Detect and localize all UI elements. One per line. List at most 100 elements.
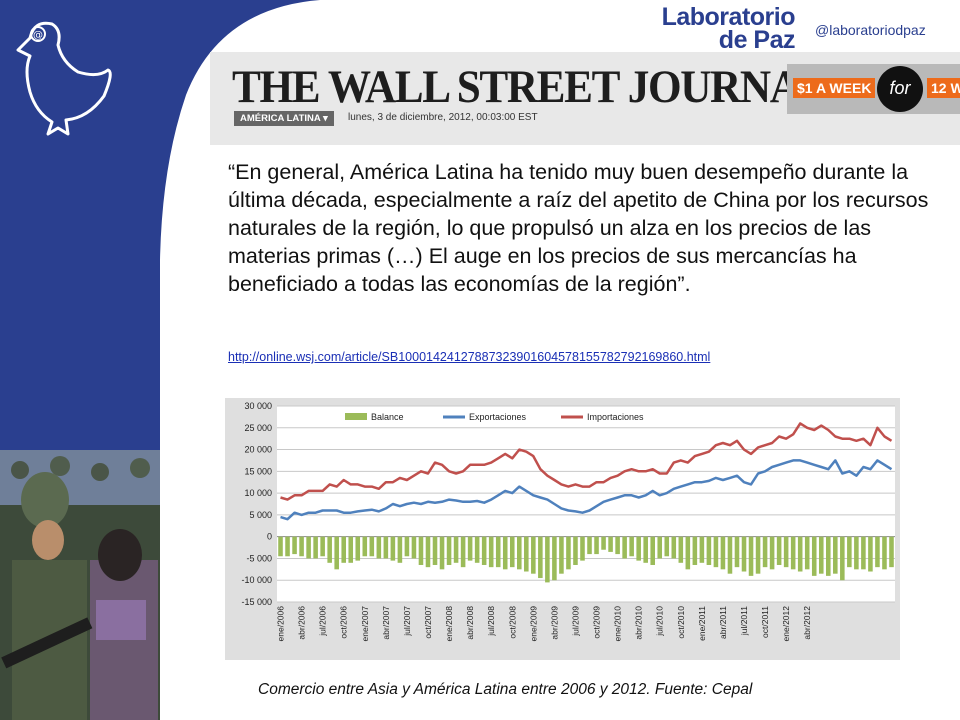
brand-logo: Laboratorio de Paz <box>661 3 796 53</box>
balance-bar <box>713 536 719 568</box>
balance-bar <box>573 536 578 565</box>
chart-legend: Balance Exportaciones Importaciones <box>345 412 644 422</box>
subscription-ad[interactable]: $1 A WEEK for 12 WE <box>787 64 960 114</box>
y-tick-label: 25 000 <box>244 423 272 433</box>
y-tick-label: -10 000 <box>241 575 272 585</box>
balance-bar <box>397 536 403 563</box>
balance-bar <box>818 536 824 574</box>
ad-weeks: 12 WE <box>927 78 960 98</box>
legend-swatch <box>345 413 367 420</box>
trade-chart: 30 000 25 000 20 000 15 000 10 000 5 000 0 -5 0… <box>225 398 900 660</box>
balance-bar <box>552 536 557 581</box>
ad-price: $1 A WEEK <box>793 78 876 98</box>
balance-bars <box>278 536 894 583</box>
balance-bar <box>390 536 396 561</box>
balance-bar <box>404 536 410 557</box>
balance-bar <box>467 536 473 561</box>
x-tick-label: abr/2008 <box>465 606 475 640</box>
balance-bar <box>826 536 831 576</box>
dove-icon: @ <box>16 21 112 136</box>
balance-bar <box>755 536 761 574</box>
balance-bar <box>566 536 571 570</box>
balance-bar <box>502 536 508 570</box>
x-tick-label: abr/2009 <box>549 606 559 640</box>
x-tick-label: ene/2007 <box>360 606 370 642</box>
balance-bar <box>559 536 564 574</box>
balance-bar <box>334 536 339 570</box>
x-tick-label: ene/2008 <box>444 606 454 642</box>
balance-bar <box>868 536 873 572</box>
balance-bar <box>776 536 782 565</box>
balance-bar <box>425 536 431 568</box>
balance-bar <box>369 536 375 557</box>
balance-bar <box>720 536 726 570</box>
balance-bar <box>650 536 655 565</box>
article-link[interactable]: http://online.wsj.com/article/SB10001424… <box>228 350 711 364</box>
balance-bar <box>594 536 599 555</box>
x-tick-label: oct/2010 <box>676 606 686 639</box>
x-tick-label: jul/2008 <box>486 606 496 637</box>
y-axis-ticks: 30 000 25 000 20 000 15 000 10 000 5 000 0 -5 0… <box>241 401 272 607</box>
x-tick-label: jul/2007 <box>402 606 412 637</box>
balance-bar <box>488 536 494 568</box>
x-tick-label: oct/2008 <box>507 606 517 639</box>
ad-for: for <box>877 66 923 112</box>
y-tick-label: 0 <box>267 532 272 542</box>
balance-bar <box>636 536 641 561</box>
y-tick-label: 20 000 <box>244 445 272 455</box>
balance-bar <box>348 536 354 563</box>
balance-bar <box>833 536 838 574</box>
x-tick-label: oct/2011 <box>760 606 770 638</box>
chart-caption: Comercio entre Asia y América Latina ent… <box>258 681 753 698</box>
balance-bar <box>460 536 466 568</box>
balance-bar <box>299 536 304 557</box>
balance-bar <box>481 536 487 565</box>
balance-bar <box>804 536 810 570</box>
svg-text:@: @ <box>33 30 43 41</box>
edition-dropdown[interactable]: AMÉRICA LATINA ▾ <box>234 111 334 126</box>
balance-bar <box>685 536 691 570</box>
y-tick-label: 30 000 <box>244 401 272 411</box>
balance-bar <box>285 536 290 557</box>
x-tick-label: jul/2009 <box>570 606 580 637</box>
plot-area <box>277 406 895 602</box>
balance-bar <box>847 536 852 568</box>
x-tick-label: ene/2009 <box>528 606 538 642</box>
balance-bar <box>734 536 740 568</box>
x-tick-label: oct/2007 <box>423 606 433 639</box>
balance-bar <box>580 536 585 561</box>
legend-label: Importaciones <box>587 412 644 422</box>
brand-handle: @laboratoriodpaz <box>815 22 926 38</box>
balance-bar <box>439 536 445 570</box>
balance-bar <box>432 536 438 565</box>
balance-bar <box>622 536 627 559</box>
x-tick-label: jul/2010 <box>655 606 665 637</box>
y-tick-label: 15 000 <box>244 466 272 476</box>
quote-text: “En general, América Latina ha tenido mu… <box>228 160 929 296</box>
balance-bar <box>531 536 536 574</box>
balance-bar <box>692 536 698 565</box>
balance-bar <box>320 536 325 557</box>
soldiers-photo <box>0 450 160 720</box>
balance-bar <box>699 536 705 563</box>
x-tick-label: abr/2006 <box>297 606 307 640</box>
balance-bar <box>727 536 733 574</box>
balance-bar <box>587 536 592 555</box>
balance-bar <box>362 536 368 557</box>
x-tick-label: abr/2011 <box>718 606 728 639</box>
balance-bar <box>889 536 894 568</box>
balance-bar <box>629 536 634 557</box>
balance-bar <box>762 536 768 568</box>
balance-bar <box>748 536 754 576</box>
balance-bar <box>706 536 712 565</box>
balance-bar <box>671 536 677 559</box>
brand-line-1: Laboratorio <box>661 3 796 31</box>
balance-bar <box>517 536 522 570</box>
balance-bar <box>383 536 389 559</box>
balance-bar <box>797 536 803 572</box>
balance-bar <box>292 536 297 555</box>
balance-bar <box>411 536 417 559</box>
x-tick-label: jul/2006 <box>318 606 328 637</box>
balance-bar <box>474 536 480 563</box>
